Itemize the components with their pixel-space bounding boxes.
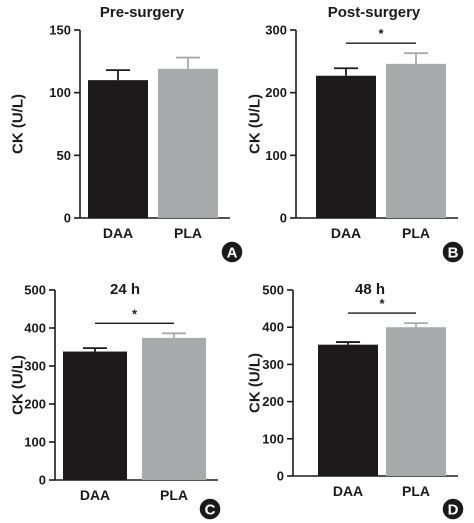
significance-marker: * [378,26,384,41]
x-tick-label: DAA [80,487,110,503]
panel-badge [441,240,465,264]
x-tick-label: DAA [103,225,133,241]
panel-badge-label: A [227,245,238,262]
panel-badge [198,497,222,521]
y-tick-label: 0 [39,473,46,488]
y-tick-label: 0 [280,211,287,226]
x-tick-label: PLA [402,483,430,499]
y-tick-label: 400 [24,321,46,336]
y-tick-label: 100 [265,148,287,163]
y-tick-label: 0 [277,469,284,484]
y-tick-label: 300 [262,357,284,372]
y-tick-label: 0 [64,211,71,226]
y-tick-label: 50 [57,148,71,163]
y-tick-label: 200 [24,397,46,412]
y-tick-label: 200 [265,85,287,100]
bar-pla [158,68,218,218]
bar-daa [316,75,376,218]
y-tick-label: 300 [24,359,46,374]
bar-pla [386,63,446,219]
panel-badge-label: C [205,502,216,519]
chart-panel-a: Pre-surgery CK (U/L) 0 50 100 150 DAA PLA A [10,4,244,264]
y-axis-label: CK (U/L) [247,353,264,413]
significance-marker: * [132,306,138,321]
x-tick-label: PLA [402,225,430,241]
chart-title: 24 h [110,281,140,298]
bar-daa [88,80,148,218]
y-tick-label: 100 [49,85,71,100]
panel-badge-label: D [448,502,459,519]
x-tick-label: DAA [331,225,361,241]
x-tick-label: PLA [174,225,202,241]
y-axis-label: CK (U/L) [10,94,27,154]
chart-title: Post-surgery [328,4,421,21]
y-tick-label: 400 [262,320,284,335]
y-tick-label: 500 [24,283,46,298]
chart-panel-c: 24 h CK (U/L) 0 100 200 300 400 500 DAA PLA * C [10,281,222,521]
y-tick-label: 500 [262,283,284,298]
bar-daa [63,351,127,480]
y-tick-label: 300 [265,23,287,38]
x-tick-label: PLA [160,487,188,503]
chart-title: 48 h [355,281,385,298]
bar-daa [318,344,378,476]
chart-panel-d: 48 h CK (U/L) 0 100 200 300 400 500 DAA PLA * D [247,281,465,521]
significance-marker: * [379,296,385,311]
chart-title: Pre-surgery [100,4,185,21]
bar-pla [386,327,446,476]
x-tick-label: DAA [333,483,363,499]
y-axis-label: CK (U/L) [247,94,264,154]
y-tick-label: 100 [262,431,284,446]
y-axis-label: CK (U/L) [10,355,27,415]
panel-badge-label: B [448,245,459,262]
panel-badge [220,240,244,264]
y-tick-label: 200 [262,394,284,409]
y-tick-label: 150 [49,23,71,38]
chart-panel-b: Post-surgery CK (U/L) 0 100 200 300 DAA PLA * B [247,4,465,264]
panel-badge [441,497,465,521]
y-tick-label: 100 [24,435,46,450]
bar-pla [142,337,206,480]
